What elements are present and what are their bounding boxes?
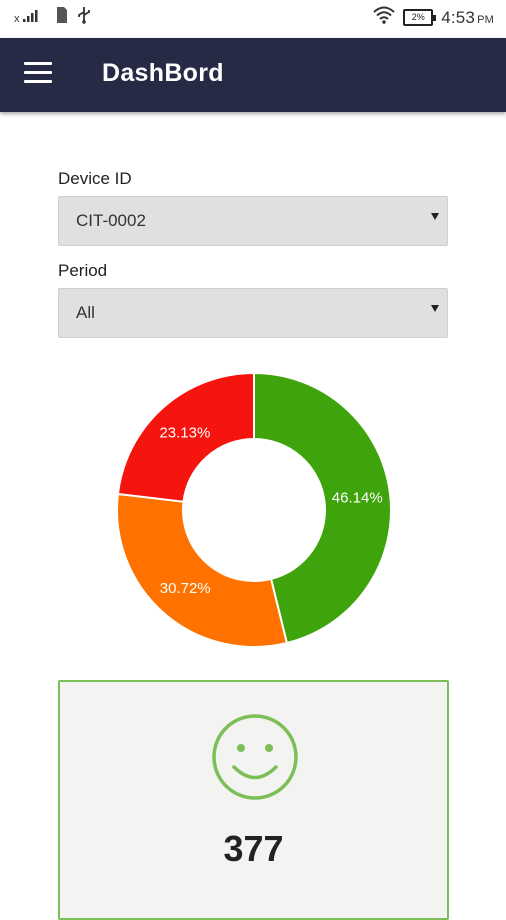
summary-count: 377 (223, 828, 284, 869)
svg-text:x: x (14, 13, 20, 24)
donut-slice-1 (116, 492, 289, 648)
clock: 4:53 PM (441, 7, 494, 27)
usb-icon (76, 6, 92, 29)
period-label: Period (58, 261, 108, 280)
period-value: All (76, 303, 95, 322)
donut-slice-2 (116, 371, 255, 503)
donut-label-2: 23.13% (159, 424, 210, 441)
status-bar: x 2% 4:53 PM (0, 0, 506, 38)
device-id-label: Device ID (58, 169, 132, 188)
donut-label-0: 46.14% (332, 489, 383, 506)
period-select[interactable]: All (58, 288, 448, 338)
device-id-value: CIT-0002 (76, 211, 146, 230)
signal-icon: x (14, 6, 48, 29)
app-bar: DashBord (0, 38, 506, 112)
wifi-icon (373, 6, 395, 29)
dropdown-arrow-icon (431, 305, 439, 312)
device-id-select[interactable]: CIT-0002 (58, 196, 448, 246)
hamburger-menu-icon[interactable] (24, 62, 54, 86)
donut-chart: 46.14% 30.72% 23.13% (116, 371, 392, 648)
status-left: x (14, 6, 92, 29)
donut-label-1: 30.72% (160, 580, 211, 597)
battery-icon: 2% (403, 9, 437, 26)
smiley-face-icon (212, 714, 298, 800)
page-title: DashBord (102, 59, 224, 87)
dropdown-arrow-icon (431, 213, 439, 220)
summary-card: 377 (58, 680, 449, 920)
status-right: 2% 4:53 PM (373, 6, 494, 29)
donut-slice-0 (253, 371, 392, 645)
sim-icon (56, 6, 68, 29)
